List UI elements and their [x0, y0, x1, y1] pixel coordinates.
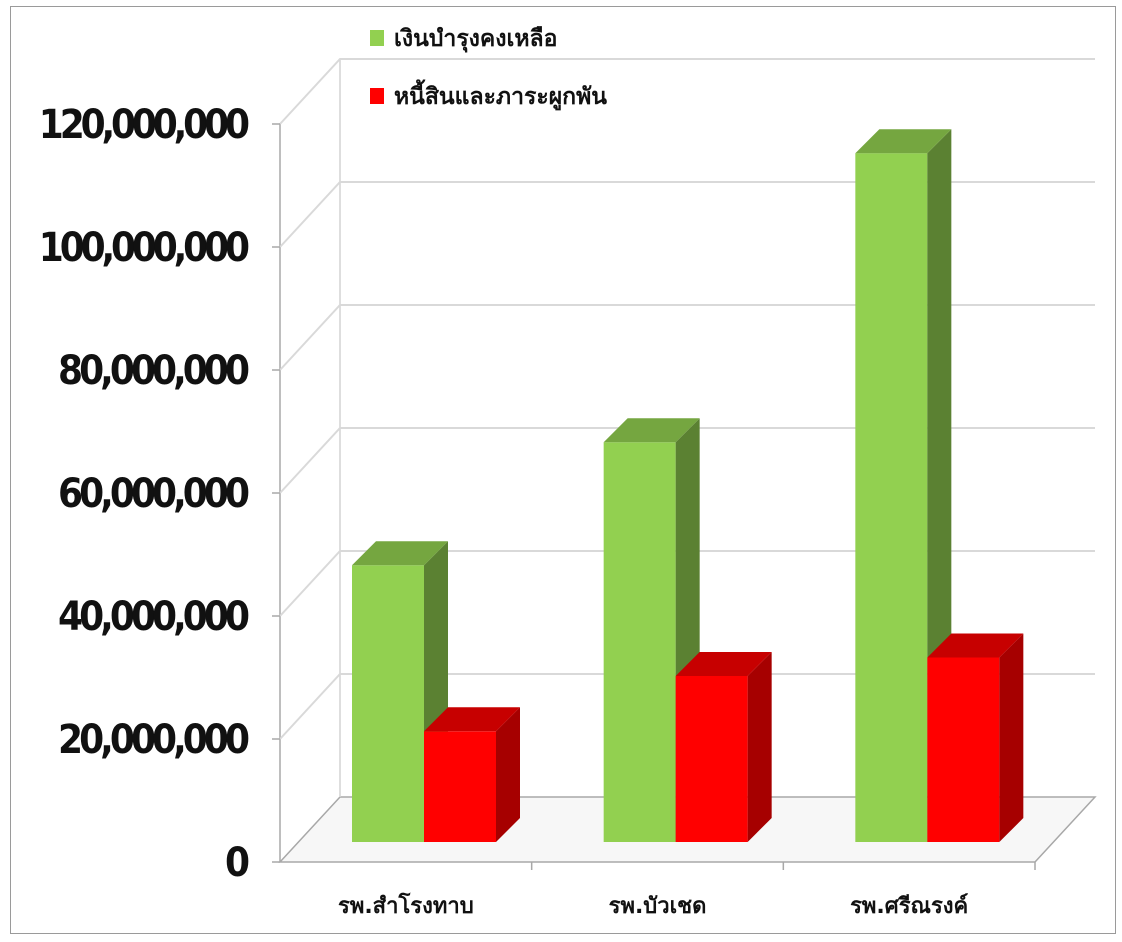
y-axis-tick-labels: 0 20,000,000 40,000,000 60,000,000 80,000,00…: [39, 102, 250, 886]
y-tick-label: 100,000,000: [39, 225, 250, 271]
category-label: รพ.สำโรงทาบ: [338, 892, 474, 919]
bar-red-side: [747, 651, 772, 842]
y-tick-label: 40,000,000: [58, 594, 250, 640]
bar-red-front: [927, 657, 1000, 842]
legend-swatch: [370, 30, 384, 46]
gridline: [279, 304, 1095, 371]
gridlines: [272, 58, 1095, 863]
category-label: รพ.บัวเชด: [609, 894, 707, 919]
legend: เงินบำรุงคงเหลือหนี้สินและภาระผูกพัน: [370, 26, 607, 111]
bar-red-front: [675, 675, 748, 842]
bar-green-top: [855, 129, 952, 154]
bar-red-front: [424, 731, 496, 842]
y-tick-label: 0: [225, 840, 250, 886]
bar-red-side: [496, 707, 520, 842]
bars: [352, 129, 1024, 842]
bar-red-side: [999, 633, 1024, 842]
y-tick-label: 80,000,000: [58, 348, 250, 394]
bar-green-top: [603, 418, 700, 443]
category-label: รพ.ศรีณรงค์: [850, 893, 968, 919]
gridline: [279, 181, 1095, 248]
bar-green-top: [352, 541, 448, 566]
x-axis-category-labels: รพ.สำโรงทาบ รพ.บัวเชด รพ.ศรีณรงค์: [338, 862, 1036, 919]
gridline: [279, 58, 1095, 125]
legend-label: หนี้สินและภาระผูกพัน: [394, 79, 607, 111]
bar-green-front: [855, 153, 928, 842]
y-tick-label: 20,000,000: [58, 717, 250, 763]
gridline: [279, 673, 1095, 740]
y-tick-label: 60,000,000: [58, 471, 250, 517]
bar-red-top: [675, 651, 772, 676]
bar-red-top: [927, 633, 1024, 658]
bar-green-front: [352, 565, 424, 842]
y-tick-label: 120,000,000: [39, 102, 250, 148]
gridline: [279, 427, 1095, 494]
bar-red-top: [424, 707, 520, 732]
legend-label: เงินบำรุงคงเหลือ: [394, 26, 557, 53]
gridline: [279, 550, 1095, 617]
bar-green-front: [603, 442, 676, 842]
legend-swatch: [370, 88, 384, 104]
